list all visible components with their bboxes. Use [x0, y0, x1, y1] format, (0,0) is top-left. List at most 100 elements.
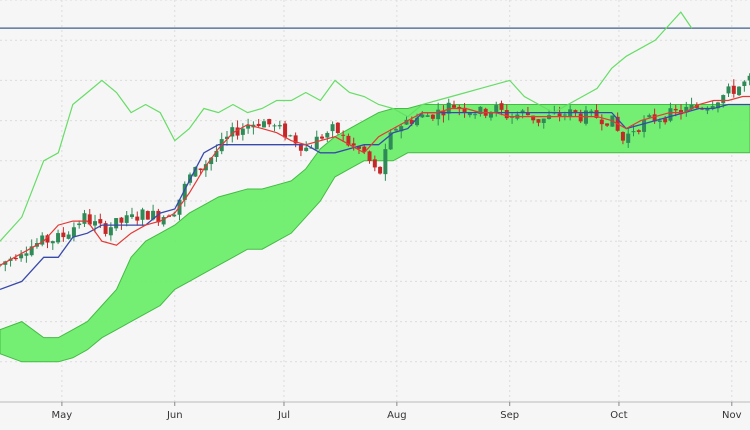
candle-body [605, 123, 610, 126]
candle-body [267, 119, 272, 125]
candle-body [499, 103, 504, 110]
candle-body [93, 221, 98, 226]
candle-body [356, 146, 361, 149]
candle-body [372, 159, 377, 168]
candle-body [441, 111, 446, 116]
candle-body [599, 119, 604, 125]
x-tick-label: Nov [722, 410, 742, 421]
candle-body [642, 119, 647, 132]
candle-body [330, 124, 335, 132]
candle-body [272, 125, 277, 127]
candle-body [409, 120, 414, 124]
candle-body [135, 216, 140, 221]
candle-body [56, 233, 61, 243]
candle-body [652, 114, 657, 122]
candle-body [351, 143, 356, 146]
tenkan-sen-line [0, 95, 750, 266]
candle-body [108, 227, 113, 236]
candle-body [504, 110, 509, 119]
candle-body [29, 246, 34, 256]
candle-body [694, 105, 699, 108]
indicator-lines [0, 11, 750, 291]
candle-body [510, 116, 515, 118]
chikou-span-line [0, 11, 693, 242]
candle-body [467, 112, 472, 116]
candle-body [182, 183, 187, 200]
candle-body [557, 113, 562, 117]
candle-body [531, 115, 536, 121]
candle-body [399, 126, 404, 132]
candle-body [425, 115, 430, 117]
candle-body [404, 119, 409, 125]
candle-body [457, 107, 462, 109]
candle-body [520, 110, 525, 114]
candle-body [151, 210, 156, 220]
candle-body [13, 257, 18, 260]
candle-body [203, 164, 208, 171]
candle-body [235, 127, 240, 136]
candle-body [77, 223, 82, 226]
candle-body [673, 108, 678, 111]
candle-body [710, 106, 715, 109]
candle-body [367, 151, 372, 161]
x-tick-label: Oct [610, 410, 627, 421]
x-tick-label: Jul [277, 410, 290, 421]
candle-body [494, 105, 499, 113]
candle-body [283, 123, 288, 138]
candle-body [293, 135, 298, 144]
candle-body [378, 166, 383, 174]
x-tick-label: Jun [166, 410, 183, 421]
candle-body [193, 167, 198, 177]
candle-body [172, 214, 177, 217]
candle-body [668, 108, 673, 121]
candle-body [657, 120, 662, 122]
candle-body [393, 129, 398, 131]
candle-body [145, 211, 150, 220]
candle-body [3, 261, 8, 265]
candle-body [50, 241, 55, 244]
candle-body [214, 150, 219, 158]
candle-body [726, 86, 731, 94]
candle-body [594, 110, 599, 118]
candle-body [71, 227, 76, 237]
candle-body [261, 121, 266, 128]
candle-body [731, 85, 736, 94]
candle-body [573, 110, 578, 113]
x-tick-label: May [52, 410, 73, 421]
candle-body [346, 135, 351, 146]
candle-body [473, 114, 478, 116]
candle-body [747, 75, 750, 81]
candle-body [742, 81, 747, 86]
candle-body [230, 127, 235, 137]
candle-body [620, 132, 625, 141]
candle-body [684, 106, 689, 113]
candle-body [161, 217, 166, 225]
candle-body [647, 115, 652, 118]
kijun-sen-line [0, 103, 750, 291]
candle-body [87, 214, 92, 225]
candle-body [415, 117, 420, 126]
candle-body [663, 118, 668, 123]
candle-body [114, 218, 119, 229]
candle-body [240, 128, 245, 135]
candle-body [325, 132, 330, 138]
candle-body [446, 102, 451, 114]
candle-body [715, 102, 720, 109]
candle-body [589, 110, 594, 112]
candle-body [19, 254, 24, 259]
candle-body [488, 111, 493, 118]
x-axis: May Jun Jul Aug Sep Oct Nov [0, 401, 750, 421]
candle-body [436, 109, 441, 120]
candle-body [82, 213, 87, 224]
candle-body [66, 234, 71, 239]
candle-body [246, 125, 251, 129]
candle-body [536, 119, 541, 123]
x-tick-label: Sep [500, 410, 519, 421]
candle-body [462, 107, 467, 113]
candle-body [388, 132, 393, 150]
candle-body [420, 114, 425, 118]
candle-body [452, 105, 457, 108]
candle-body [98, 219, 103, 224]
candle-body [209, 157, 214, 165]
